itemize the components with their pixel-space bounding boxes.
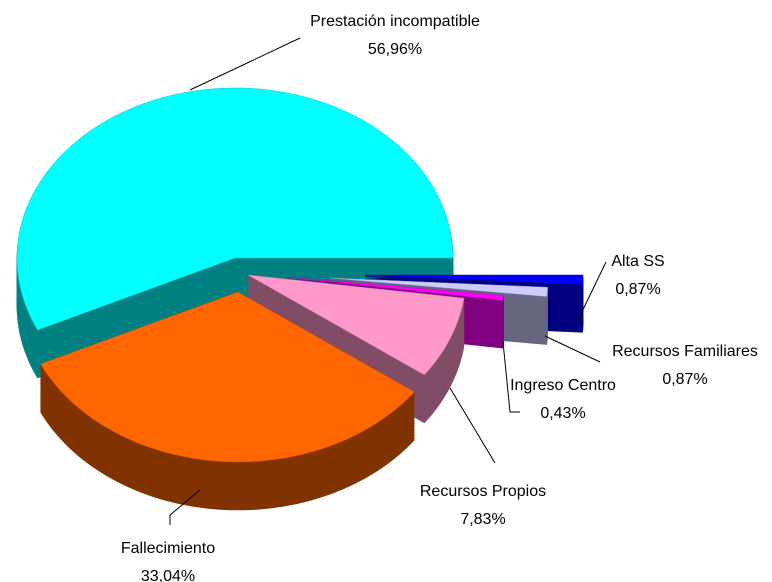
slice-label: Ingreso Centro	[510, 377, 616, 394]
value-label: 0,87%	[615, 281, 660, 298]
value-label: 33,04%	[141, 568, 195, 582]
slice	[286, 276, 504, 301]
leader-line	[502, 341, 520, 413]
slice	[16, 87, 454, 331]
slice	[247, 274, 465, 376]
leader-line	[449, 387, 496, 464]
value-label: 0,43%	[540, 405, 585, 422]
slice-label: Fallecimiento	[121, 540, 215, 557]
leader-line	[169, 489, 201, 525]
value-label: 56,96%	[368, 41, 422, 58]
slice-label: Prestación incompatible	[310, 13, 480, 30]
value-label: 0,87%	[662, 371, 707, 388]
slice-label: Recursos Familiares	[612, 343, 758, 360]
leader-line	[544, 335, 601, 363]
slice-label: Alta SS	[611, 253, 664, 270]
leader-line	[577, 261, 607, 321]
slice	[364, 274, 584, 285]
slice	[329, 277, 548, 297]
slice	[40, 291, 415, 463]
slice-label: Recursos Propios	[420, 483, 546, 500]
leader-line	[189, 37, 301, 91]
value-label: 7,83%	[460, 511, 505, 528]
